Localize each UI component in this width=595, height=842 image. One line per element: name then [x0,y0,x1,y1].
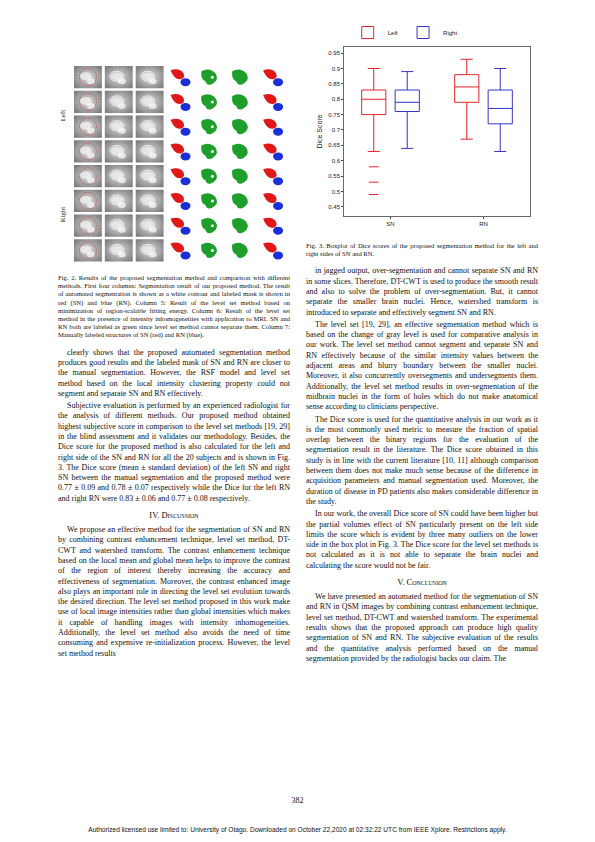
html-text:V. Conclusion: V. Conclusion [397,577,447,587]
svg-text:Right: Right [443,30,457,36]
svg-text:Left: Left [59,110,67,122]
svg-text:0.6: 0.6 [332,158,341,164]
svg-text:SN: SN [386,221,394,227]
svg-text:RN: RN [479,221,488,227]
svg-text:Right: Right [59,207,67,223]
svg-text:0.7: 0.7 [332,127,341,133]
html-text:The Dice score is used for the: The Dice score is used for the quantitat… [306,414,538,506]
html-text:The level set [19, 29], an eff: The level set [19, 29], an effective seg… [306,319,538,412]
svg-text:0.65: 0.65 [328,142,340,148]
html-text:Authorized licensed use limite: Authorized licensed use limited to: Univ… [88,826,507,833]
html-text:We have presented an automated: We have presented an automated method fo… [306,592,538,663]
svg-text:0.75: 0.75 [328,112,340,118]
svg-text:0.55: 0.55 [328,173,340,179]
svg-text:0.8: 0.8 [332,96,341,102]
html-text:Subjective evaluation is perfo: Subjective evaluation is performed by an… [58,401,290,503]
svg-text:0.5: 0.5 [332,189,341,195]
svg-text:0.45: 0.45 [328,204,340,210]
svg-text:0.95: 0.95 [328,50,340,56]
svg-text:0.85: 0.85 [328,81,340,87]
html-text:Fig. 2. Results of the propose: Fig. 2. Results of the proposed segmenta… [58,274,290,339]
html-text:382: 382 [291,796,304,805]
svg-text:0.9: 0.9 [332,66,341,72]
html-text:In our work, the overall Dice: In our work, the overall Dice score of S… [306,509,538,570]
svg-text:Dice Score: Dice Score [316,114,323,148]
html-text:We propose an effective method: We propose an effective method for the s… [58,525,290,658]
html-text:IV. Discussion: IV. Discussion [149,510,199,521]
svg-text:Left: Left [388,30,398,36]
html-text:in jagged output, over-segment: in jagged output, over-segmentation and … [306,266,538,317]
html-text:clearly shows that the propose: clearly shows that the proposed automate… [58,347,290,398]
html-text:Fig. 3. Boxplot of Dice scores: Fig. 3. Boxplot of Dice scores of the pr… [306,242,538,258]
